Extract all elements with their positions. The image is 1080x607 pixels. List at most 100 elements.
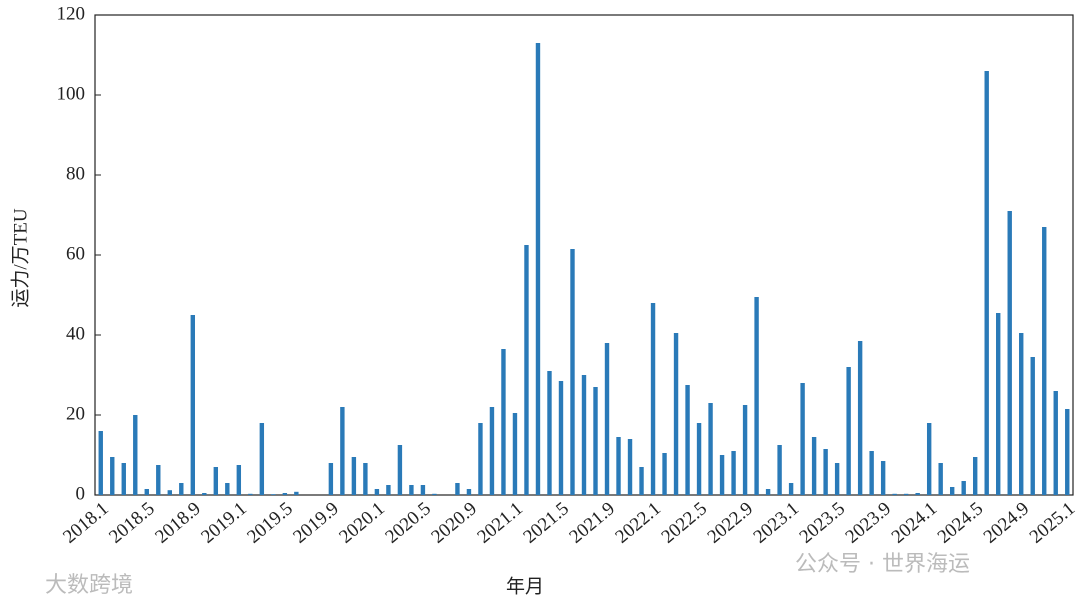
x-tick-label: 2023.5 — [796, 498, 850, 548]
watermark: 公众号 · 世界海运 — [795, 552, 970, 577]
bar — [857, 341, 863, 495]
bar — [386, 485, 391, 495]
x-tick-label: 2020.5 — [381, 498, 435, 548]
bar — [340, 407, 345, 495]
bar — [949, 487, 955, 495]
bar — [892, 493, 897, 495]
bar — [133, 415, 138, 495]
bar — [110, 457, 115, 495]
x-tick-label: 2023.9 — [842, 498, 896, 548]
x-tick-label: 2022.9 — [704, 498, 758, 548]
bar — [639, 467, 644, 495]
bar — [294, 491, 299, 495]
bar — [144, 489, 149, 495]
bar — [259, 423, 265, 495]
bar — [938, 463, 943, 495]
x-tick-label: 2019.9 — [289, 498, 343, 548]
x-tick-label: 2022.5 — [658, 498, 712, 548]
bar — [777, 445, 782, 495]
bar — [489, 407, 495, 495]
x-axis-label: 年月 — [506, 575, 544, 597]
bar — [1030, 357, 1035, 495]
bar — [961, 481, 966, 495]
x-tick-label: 2023.1 — [750, 498, 804, 548]
bar — [1007, 211, 1012, 495]
bar — [754, 297, 759, 495]
bar — [742, 405, 748, 495]
bar — [558, 381, 564, 495]
x-tick-label: 2018.5 — [105, 498, 159, 548]
bar — [593, 387, 598, 495]
x-tick-label: 2019.1 — [197, 498, 251, 548]
bar — [512, 413, 518, 495]
x-tick-label: 2021.9 — [566, 498, 620, 548]
watermark: 大数跨境 — [45, 573, 133, 598]
bar — [478, 423, 483, 495]
bar — [673, 333, 679, 495]
bar — [846, 367, 851, 495]
x-tick-label: 2020.1 — [335, 498, 389, 548]
bar — [547, 371, 552, 495]
bar — [156, 465, 161, 495]
bar — [662, 453, 667, 495]
y-axis-label: 运力/万TEU — [9, 208, 31, 307]
bar — [466, 489, 472, 495]
x-tick-label: 2024.5 — [934, 498, 988, 548]
bar — [397, 445, 403, 495]
bar — [420, 485, 426, 495]
bar — [834, 463, 840, 495]
bar — [363, 463, 368, 495]
bar — [880, 461, 886, 495]
bar — [1019, 333, 1024, 495]
bar — [869, 451, 874, 495]
bar — [765, 489, 771, 495]
bar — [351, 457, 357, 495]
bar — [788, 483, 794, 495]
x-tick-label: 2019.5 — [243, 498, 297, 548]
bar — [823, 449, 828, 495]
bar — [604, 343, 610, 495]
bar — [811, 437, 817, 495]
bar — [581, 375, 587, 495]
bar — [213, 467, 219, 495]
x-tick-label: 2024.1 — [888, 498, 942, 548]
bar — [1042, 227, 1047, 495]
bar — [190, 315, 195, 495]
bar — [236, 465, 242, 495]
x-tick-label: 2018.9 — [151, 498, 205, 548]
bar — [374, 489, 380, 495]
bar — [570, 249, 575, 495]
x-tick-label: 2022.1 — [612, 498, 666, 548]
y-tick-label: 40 — [66, 323, 85, 344]
bar — [248, 493, 253, 495]
bar — [627, 439, 633, 495]
bar — [719, 455, 725, 495]
x-tick-label: 2025.1 — [1026, 498, 1080, 548]
x-tick-label: 2024.9 — [980, 498, 1034, 548]
bar — [501, 349, 506, 495]
bar — [225, 483, 230, 495]
bar — [973, 457, 978, 495]
bar — [167, 490, 172, 495]
bar — [121, 463, 126, 495]
y-tick-label: 60 — [66, 243, 85, 264]
bar — [800, 383, 805, 495]
x-tick-label: 2021.1 — [473, 498, 527, 548]
bar — [708, 403, 713, 495]
x-tick-label: 2018.1 — [59, 498, 113, 548]
y-tick-label: 100 — [57, 83, 86, 104]
x-tick-label: 2021.5 — [519, 498, 573, 548]
bar — [202, 493, 207, 495]
bar — [996, 313, 1001, 495]
bar — [903, 493, 909, 495]
bar — [926, 423, 932, 495]
bar — [179, 483, 184, 495]
bar — [328, 463, 334, 495]
bar — [1053, 391, 1058, 495]
bar — [685, 385, 690, 495]
bar — [984, 71, 989, 495]
bar — [535, 43, 541, 495]
bar — [524, 245, 529, 495]
